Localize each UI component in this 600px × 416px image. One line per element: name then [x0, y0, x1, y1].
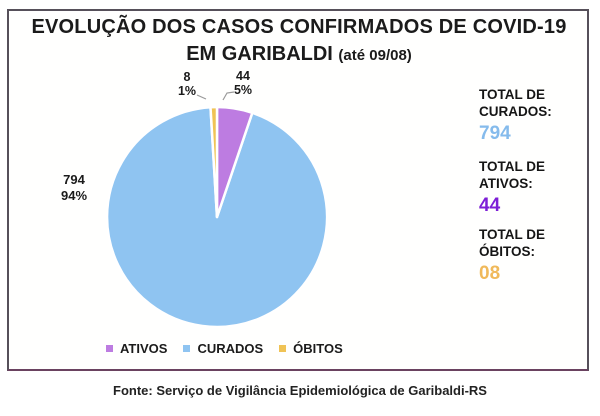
callout-obitos: 8 1% [172, 70, 202, 98]
legend-swatch-ativos [106, 345, 113, 352]
callout-curados: 794 94% [53, 172, 95, 204]
legend-label-curados: CURADOS [197, 341, 264, 356]
callout-ativos-percent: 5% [233, 83, 253, 97]
callout-ativos: 44 5% [227, 69, 259, 97]
source-caption: Fonte: Serviço de Vigilância Epidemiológ… [113, 383, 487, 398]
pie-chart [105, 105, 329, 329]
legend-label-obitos: ÓBITOS [293, 341, 343, 356]
total-curados-block: TOTAL DE CURADOS: 794 [479, 86, 585, 145]
legend-item-ativos: ATIVOS [106, 341, 167, 356]
callout-curados-percent: 94% [60, 188, 88, 203]
total-ativos-label: TOTAL DE ATIVOS: [479, 158, 585, 192]
callout-leader-lines [196, 91, 235, 101]
legend-label-ativos: ATIVOS [120, 341, 168, 356]
callout-ativos-value: 44 [236, 69, 250, 83]
total-ativos-label-line1: TOTAL DE [479, 159, 546, 174]
total-curados-label-line2: CURADOS: [479, 104, 552, 119]
legend-item-obitos: ÓBITOS [279, 341, 343, 356]
total-ativos-label-line2: ATIVOS: [479, 176, 533, 191]
chart-title-date-suffix: (até 09/08) [338, 47, 412, 64]
total-obitos-label-line1: TOTAL DE [479, 227, 546, 242]
chart-title-line1: EVOLUÇÃO DOS CASOS CONFIRMADOS DE COVID-… [31, 16, 567, 38]
leader-line-obitos [196, 94, 207, 100]
total-obitos-value: 08 [479, 263, 501, 284]
callout-obitos-percent: 1% [177, 84, 197, 98]
total-ativos-block: TOTAL DE ATIVOS: 44 [479, 158, 585, 217]
legend-item-curados: CURADOS [183, 341, 263, 356]
legend-swatch-curados [183, 345, 191, 352]
total-obitos-block: TOTAL DE ÓBITOS: 08 [479, 226, 585, 285]
chart-title-line2: EM GARIBALDI (até 09/08) [10, 43, 588, 66]
pie-legend: ATIVOS CURADOS ÓBITOS [106, 341, 343, 356]
total-ativos-value: 44 [479, 195, 501, 216]
chart-title: EVOLUÇÃO DOS CASOS CONFIRMADOS DE COVID-… [10, 16, 588, 66]
callout-curados-value: 794 [63, 172, 85, 187]
total-obitos-label-line2: ÓBITOS: [479, 244, 536, 259]
legend-swatch-obitos [279, 345, 287, 352]
total-curados-label-line1: TOTAL DE [479, 87, 546, 102]
leader-line-ativos [222, 91, 235, 101]
callout-obitos-value: 8 [183, 70, 191, 84]
total-curados-label: TOTAL DE CURADOS: [479, 86, 585, 120]
total-curados-value: 794 [479, 123, 511, 144]
pie-slice-obitos [209, 105, 219, 219]
total-obitos-label: TOTAL DE ÓBITOS: [479, 226, 585, 260]
chart-title-line2-main: EM GARIBALDI [186, 43, 333, 65]
